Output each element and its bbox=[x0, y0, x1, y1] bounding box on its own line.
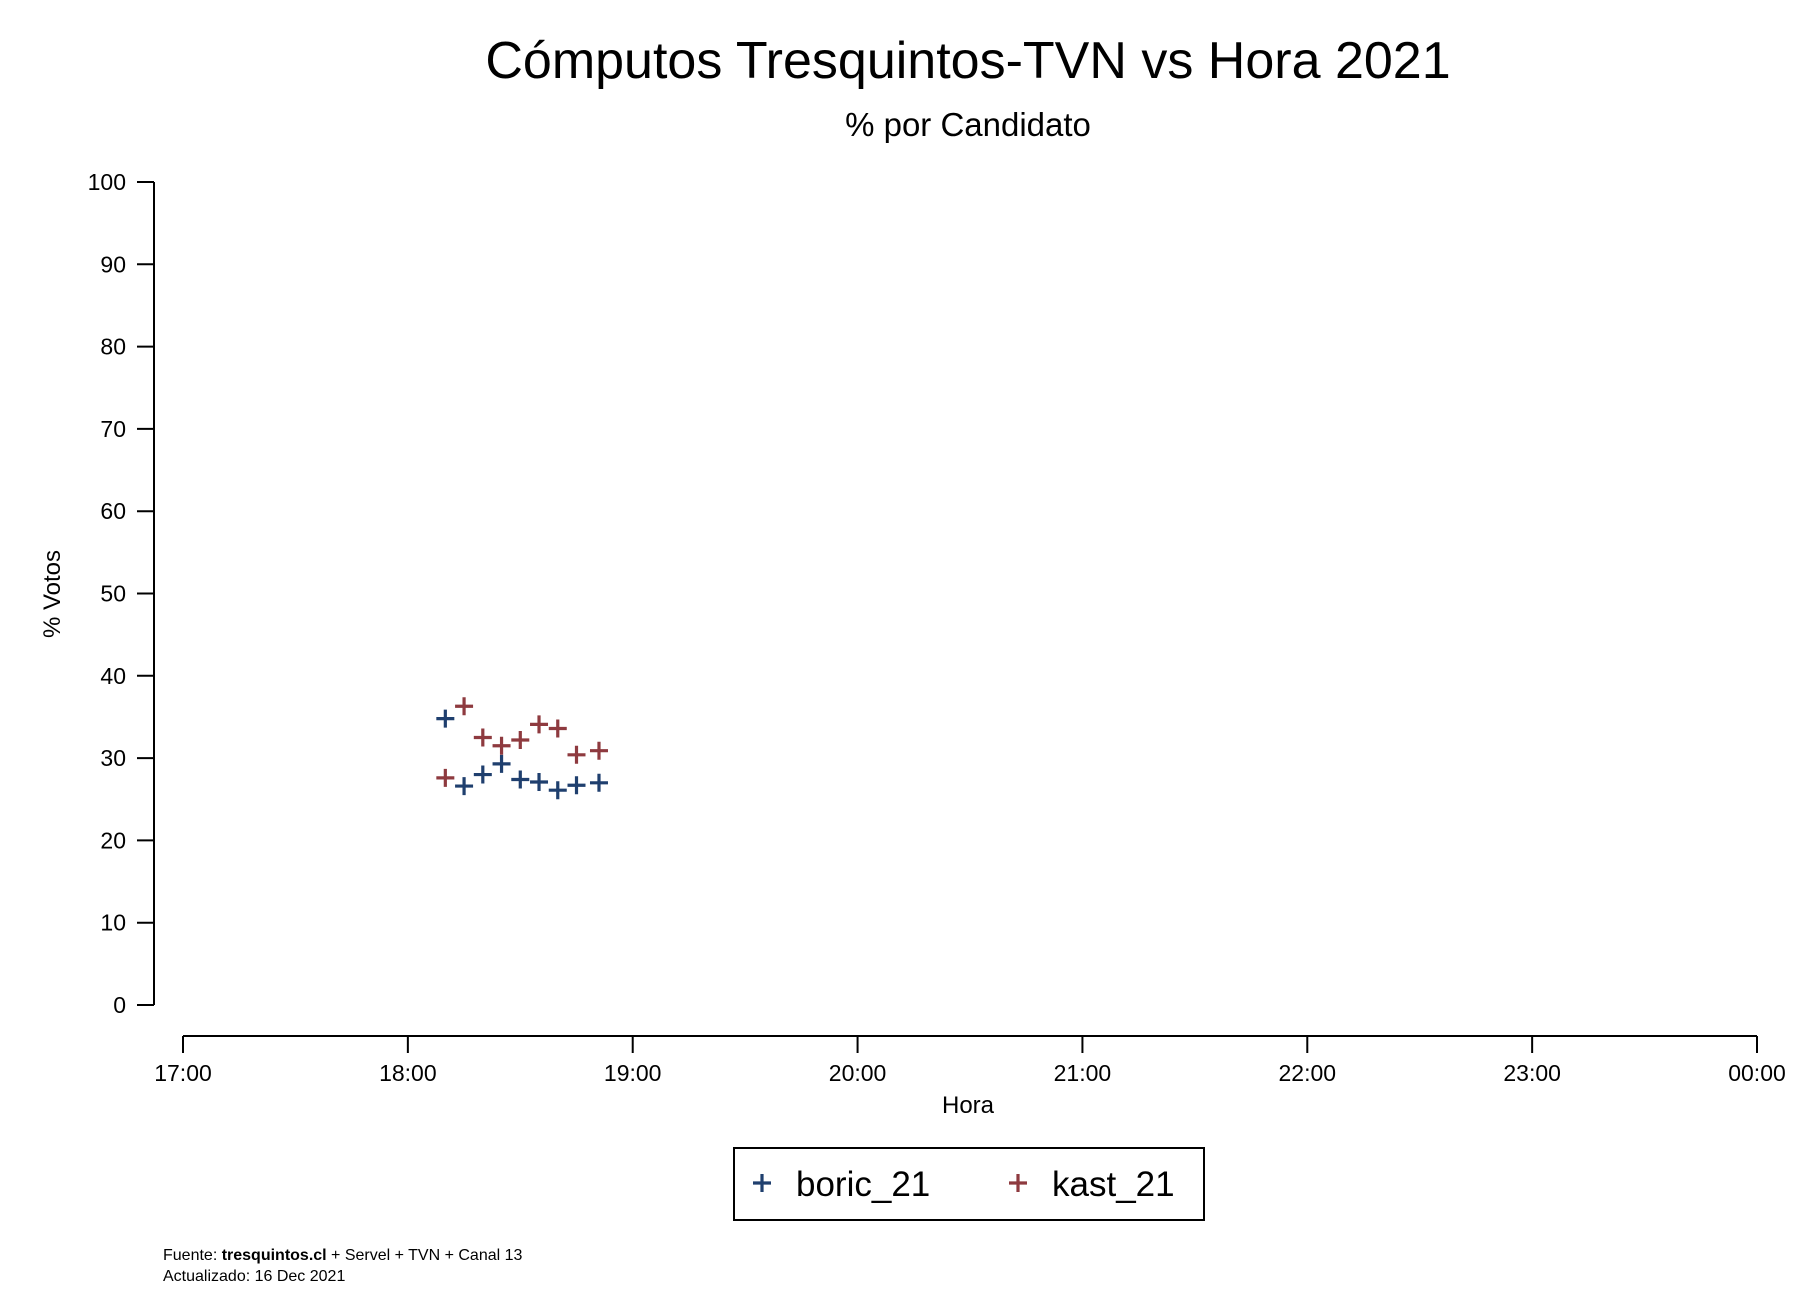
data-point bbox=[548, 781, 567, 800]
footnote-source-prefix: Fuente: bbox=[163, 1247, 222, 1264]
x-tick-label: 17:00 bbox=[154, 1060, 212, 1086]
data-point bbox=[530, 715, 549, 734]
data-point bbox=[548, 719, 567, 738]
chart-title: Cómputos Tresquintos-TVN vs Hora 2021 bbox=[485, 32, 1450, 90]
data-point bbox=[511, 770, 530, 789]
x-tick-label: 23:00 bbox=[1503, 1060, 1561, 1086]
data-point bbox=[589, 741, 608, 760]
x-tick-label: 22:00 bbox=[1279, 1060, 1337, 1086]
data-point bbox=[473, 728, 492, 747]
y-tick-label: 100 bbox=[88, 169, 126, 195]
data-point bbox=[455, 697, 474, 716]
x-axis-label: Hora bbox=[942, 1092, 995, 1119]
data-point bbox=[455, 777, 474, 796]
legend-label-kast_21: kast_21 bbox=[1052, 1165, 1175, 1204]
legend-label-boric_21: boric_21 bbox=[796, 1165, 930, 1204]
x-tick-label: 21:00 bbox=[1054, 1060, 1112, 1086]
footnote-source: Fuente: tresquintos.cl + Servel + TVN + … bbox=[163, 1247, 523, 1264]
series-kast_21 bbox=[436, 697, 608, 787]
data-point bbox=[530, 772, 549, 791]
legend: boric_21 kast_21 bbox=[733, 1147, 1205, 1221]
data-point bbox=[567, 776, 586, 795]
chart-subtitle: % por Candidato bbox=[845, 106, 1091, 143]
x-tick-label: 19:00 bbox=[604, 1060, 662, 1086]
plot-area bbox=[436, 697, 608, 800]
legend-marker-boric_21 bbox=[753, 1174, 771, 1192]
y-tick-label: 70 bbox=[100, 416, 126, 442]
x-axis: 17:00 18:00 19:00 20:00 21:00 22:00 23:00 00:00 bbox=[154, 1035, 1786, 1086]
legend-marker-kast_21 bbox=[1009, 1174, 1027, 1192]
y-tick-label: 40 bbox=[100, 663, 126, 689]
y-tick-label: 0 bbox=[113, 992, 126, 1018]
footnote-source-site: tresquintos.cl bbox=[222, 1247, 327, 1264]
y-axis: 0 10 20 30 40 50 60 70 80 90 100 bbox=[88, 169, 155, 1018]
x-tick-label: 18:00 bbox=[379, 1060, 437, 1086]
y-axis-label: % Votos bbox=[39, 550, 66, 638]
footnote-updated: Actualizado: 16 Dec 2021 bbox=[163, 1268, 345, 1285]
footnote-source-rest: + Servel + TVN + Canal 13 bbox=[327, 1247, 523, 1264]
data-point bbox=[567, 745, 586, 764]
data-point bbox=[492, 736, 511, 755]
series-boric_21 bbox=[436, 709, 608, 800]
data-point bbox=[473, 765, 492, 784]
y-tick-label: 20 bbox=[100, 827, 126, 853]
y-tick-label: 10 bbox=[100, 910, 126, 936]
y-tick-label: 80 bbox=[100, 334, 126, 360]
y-tick-label: 50 bbox=[100, 581, 126, 607]
x-tick-label: 20:00 bbox=[829, 1060, 887, 1086]
footnote: Fuente: tresquintos.cl + Servel + TVN + … bbox=[163, 1247, 523, 1285]
data-point bbox=[436, 768, 455, 787]
y-tick-label: 90 bbox=[100, 251, 126, 277]
legend-box bbox=[733, 1147, 1205, 1221]
data-point bbox=[492, 754, 511, 773]
y-tick-label: 30 bbox=[100, 745, 126, 771]
data-point bbox=[436, 709, 455, 728]
data-point bbox=[511, 730, 530, 749]
data-point bbox=[589, 773, 608, 792]
x-tick-label: 00:00 bbox=[1728, 1060, 1786, 1086]
y-tick-label: 60 bbox=[100, 498, 126, 524]
